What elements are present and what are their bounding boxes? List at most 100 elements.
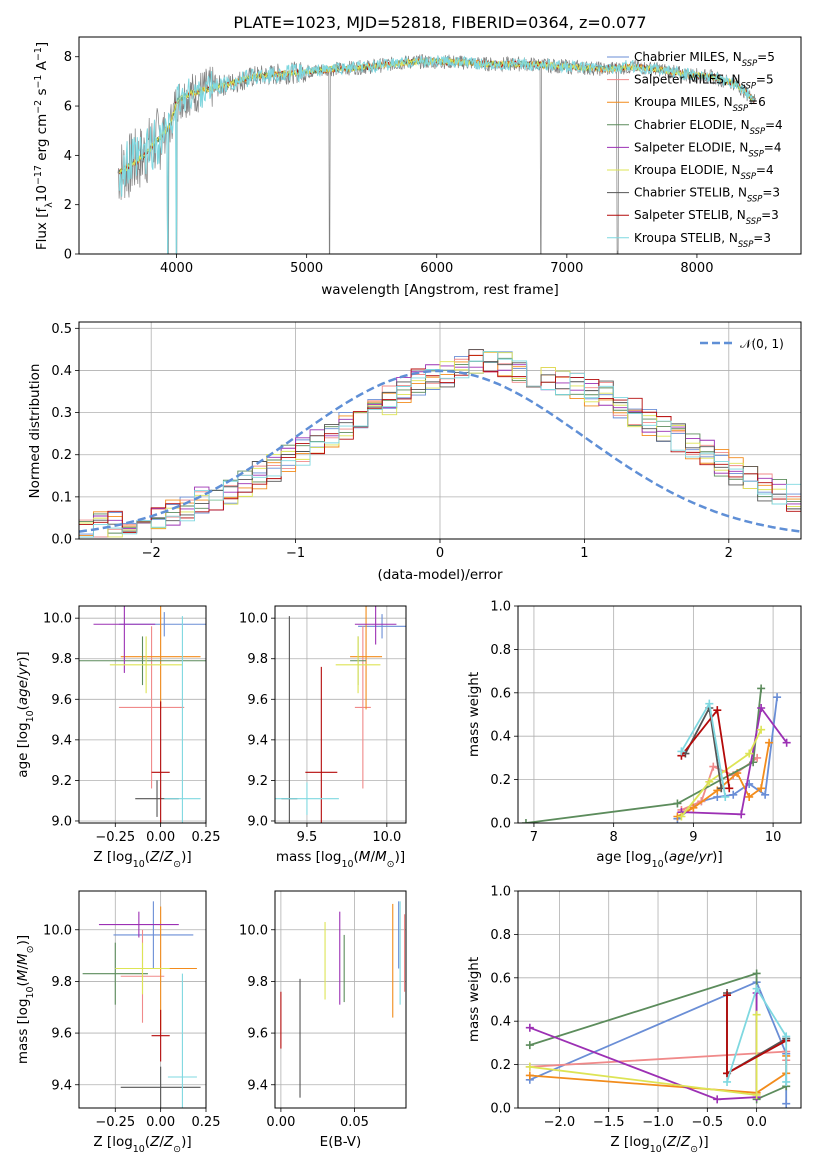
x-tick-label: 0.0 [746,1115,767,1130]
axes-frame [274,605,407,824]
y-tick-label: 0.2 [51,448,72,463]
data-layer [79,606,206,823]
plus-marker [723,991,732,1000]
histogram-step [79,354,801,539]
residuals-plot-area: −2 −1 0 1 2 0.0 0.1 0.2 0.3 0.4 0.5 [51,321,802,561]
y-axis-label: mass weight [466,957,482,1042]
x-tick-label: 0.05 [340,1115,369,1130]
x-tick-label: −2 [142,546,161,561]
legend-entry: Chabrier STELIB, NSSP=3 [634,186,780,204]
plus-marker [713,706,722,715]
y-tick-label: 0.4 [490,1015,511,1030]
legend-entry: Salpeter ELODIE, NSSP=4 [634,140,782,158]
x-tick-label: 7 [530,830,538,845]
x-tick-label: 2 [725,546,733,561]
plus-marker [709,762,718,771]
chart-title: PLATE=1023, MJD=52818, FIBERID=0364, z=0… [233,13,646,32]
legend-entry: Salpeter STELIB, NSSP=3 [634,208,779,226]
y-tick-label: 9.2 [247,774,268,789]
mass-vs-extinction-panel: 0.00 0.05 9.4 9.6 9.8 10.0 E(B-V) [239,890,407,1150]
axes-frame [78,605,207,824]
legend-entry: Kroupa MILES, NSSP=6 [634,95,766,113]
y-axis-label-text: Flux [fλ10−17 erg cm−2 s−1 A−1] [33,42,55,250]
x-tick-label: 8 [610,830,618,845]
plus-marker [752,1090,761,1099]
plus-marker [723,1077,732,1086]
mass-weight-line [676,696,778,820]
plus-marker [673,799,682,808]
data-layer [525,969,791,1108]
plus-marker [761,790,770,799]
y-tick-label: 0.2 [490,773,511,788]
x-tick-label: 0.25 [192,830,221,845]
y-tick-label: 9.6 [51,1027,72,1042]
data-layer [275,606,406,823]
spectrum-panel: PLATE=1023, MJD=52818, FIBERID=0364, z=0… [33,13,802,298]
y-tick-label: 0.0 [51,533,72,548]
y-axis-label: mass weight [466,672,482,757]
y-tick-label: 9.8 [247,652,268,667]
plus-marker [765,738,774,747]
x-tick-label: 0.00 [146,830,175,845]
age-vs-mass-panel: 9.5 10.0 9.0 9.2 9.4 9.6 9.8 10.0 mass [log10(M/… [239,605,407,870]
x-tick-label: 0.00 [146,1115,175,1130]
plus-marker [677,747,686,756]
plus-marker [757,684,766,693]
y-tick-label: 1.0 [490,885,511,900]
plus-marker [525,1023,534,1032]
x-tick-label: 0 [436,546,444,561]
mass-weight-line [726,986,788,1083]
data-layer [117,54,756,254]
x-tick-label: 0.00 [266,1115,295,1130]
data-layer [280,901,406,1098]
plus-marker [721,792,730,801]
axes-frame [517,605,802,824]
y-tick-label: 10.0 [43,612,72,627]
plus-marker [745,749,754,758]
mass-weight-line [525,688,762,823]
plus-marker [705,777,714,786]
y-tick-label: 0.8 [490,643,511,658]
y-tick-label: 0.4 [51,364,72,379]
x-tick-label: 9 [689,830,697,845]
mass-weight-vs-metallicity-panel: −2.0 −1.5 −1.0 −0.5 0.0 0.0 0.2 0.4 0.6 0.8 1.0 Z [… [466,885,802,1155]
model-spectrum-line [118,54,755,254]
x-tick-label: 6000 [420,261,453,276]
x-tick-label: 10.0 [372,830,401,845]
histogram-step [79,348,801,539]
plus-marker [757,725,766,734]
mass-weight-line [681,705,788,816]
y-tick-label: 0.6 [490,686,511,701]
plus-marker [752,969,761,978]
y-tick-label: 8 [64,50,72,65]
y-tick-label: 9.4 [247,733,268,748]
y-tick-label: 9.6 [247,693,268,708]
y-axis-label: Normed distribution [27,364,43,499]
axes-frame [78,890,207,1109]
plus-marker [752,984,761,993]
plus-marker [521,819,530,823]
legend: Chabrier MILES, NSSP=5 Salpeter MILES, NS… [607,50,783,249]
x-tick-label: 5000 [290,261,323,276]
legend-entry: Chabrier MILES, NSSP=5 [634,50,775,68]
y-tick-label: 0.3 [51,406,72,421]
y-tick-label: 0.8 [490,928,511,943]
plus-marker [525,1062,534,1071]
y-tick-label: 0.2 [490,1058,511,1073]
y-tick-label: 0.1 [51,490,72,505]
plus-marker [729,790,738,799]
y-tick-label: 9.6 [247,1027,268,1042]
y-tick-label: 9.8 [247,975,268,990]
legend-entry: Salpeter MILES, NSSP=5 [634,73,774,91]
plus-marker [525,1071,534,1080]
legend-entry: 𝒩(0, 1) [740,337,784,351]
y-tick-label: 0.0 [490,817,511,832]
y-tick-label: 9.0 [51,814,72,829]
x-tick-label: 0.25 [192,1115,221,1130]
spectrum-plot-area: 4000 5000 6000 7000 8000 0 2 4 6 8 [64,36,802,276]
x-axis-label: Z [log10(Z/Z⊙)] [610,1134,708,1155]
histogram-step [79,351,801,539]
plus-marker [745,792,754,801]
y-axis-label: age [log10(age/yr)] [15,651,36,777]
plus-marker [725,784,734,793]
